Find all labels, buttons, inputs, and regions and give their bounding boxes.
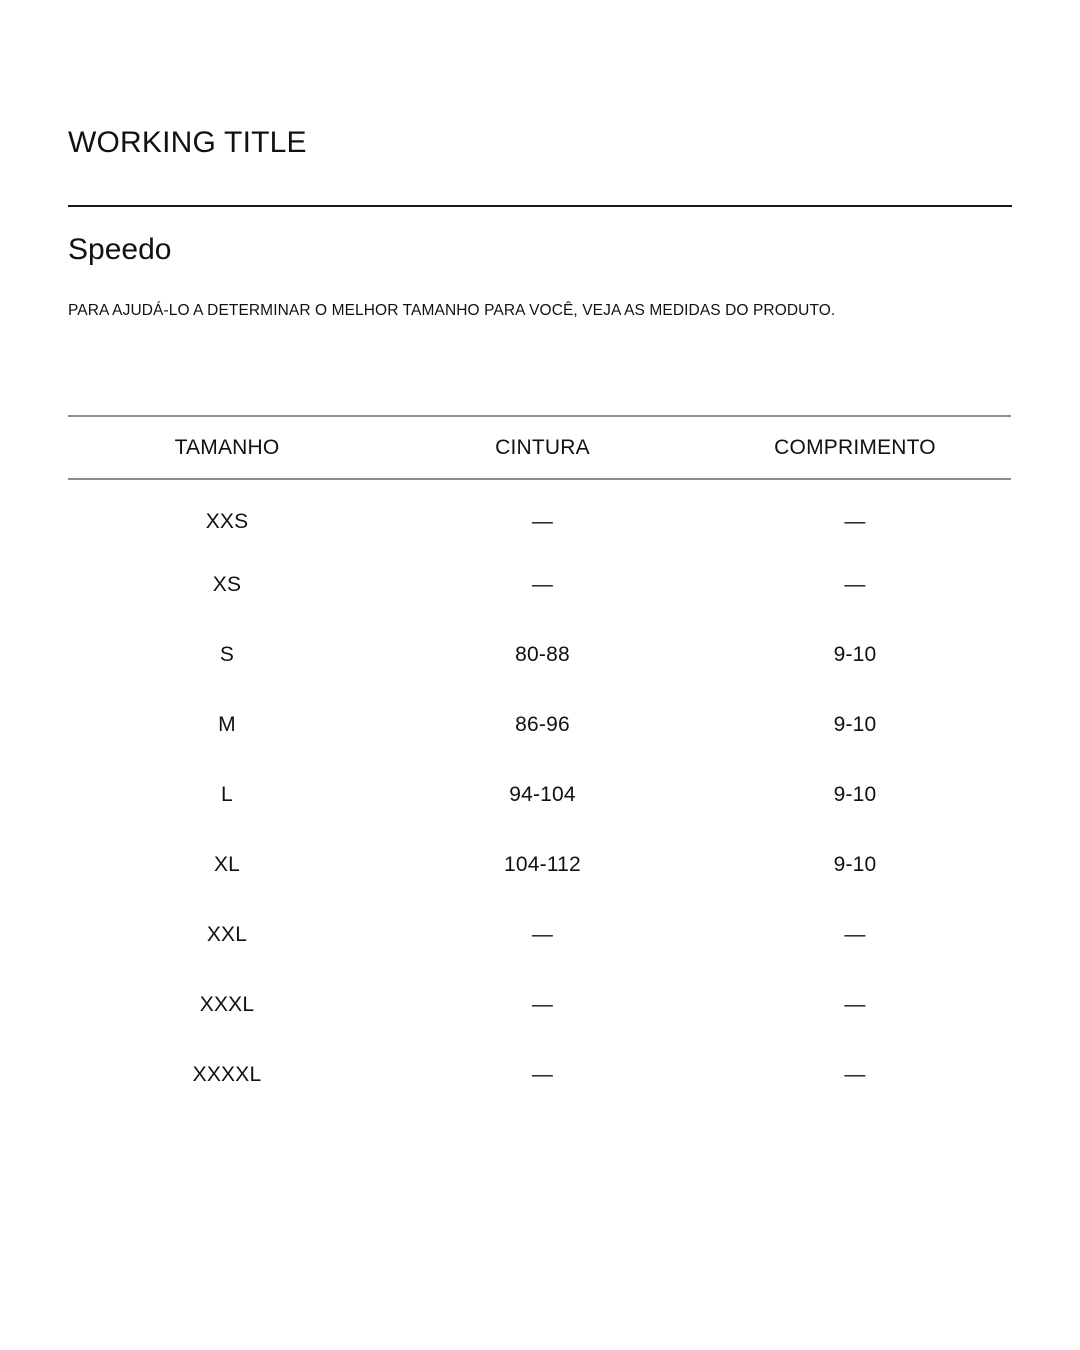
- cell-waist: 80-88: [515, 642, 570, 666]
- cell-waist: —: [531, 1062, 554, 1086]
- page-content: WORKING TITLE Speedo PARA AJUDÁ-LO A DET…: [68, 0, 1012, 1110]
- table-header-row: TAMANHO CINTURA COMPRIMENTO: [68, 415, 1011, 479]
- size-table: TAMANHO CINTURA COMPRIMENTO XXS — — XS —…: [68, 415, 1011, 1110]
- cell-waist: —: [531, 992, 554, 1016]
- size-table-container: TAMANHO CINTURA COMPRIMENTO XXS — — XS —…: [68, 321, 1012, 1110]
- intro-copy: PARA AJUDÁ-LO A DETERMINAR O MELHOR TAMA…: [68, 302, 836, 319]
- cell-size: M: [218, 712, 236, 736]
- cell-length: —: [844, 572, 866, 596]
- size-table-head: TAMANHO CINTURA COMPRIMENTO: [68, 415, 1011, 479]
- cell-waist: —: [531, 572, 554, 596]
- cell-length: 9-10: [833, 642, 877, 666]
- table-row: L 94-104 9-10: [68, 760, 1011, 830]
- cell-length: 9-10: [833, 782, 877, 806]
- size-table-body: XXS — — XS — — S 80-88 9-10: [68, 479, 1011, 1110]
- cell-size: XXXL: [199, 992, 255, 1016]
- cell-size: S: [219, 642, 235, 666]
- cell-waist: —: [531, 922, 554, 946]
- table-row: XS — —: [68, 550, 1011, 620]
- column-header-length: COMPRIMENTO: [774, 435, 936, 459]
- table-row: XXXXL — —: [68, 1040, 1011, 1110]
- cell-length: —: [844, 992, 866, 1016]
- table-row: XXS — —: [68, 479, 1011, 550]
- cell-waist: 104-112: [504, 852, 581, 876]
- cell-size: XXL: [206, 922, 248, 946]
- cell-length: —: [844, 1062, 866, 1086]
- brand-title: WORKING TITLE: [68, 126, 307, 159]
- cell-size: XXS: [205, 509, 249, 533]
- cell-waist: 86-96: [515, 712, 570, 736]
- cell-size: XL: [213, 852, 241, 876]
- table-row: XL 104-112 9-10: [68, 830, 1011, 900]
- table-row: XXXL — —: [68, 970, 1011, 1040]
- table-row: M 86-96 9-10: [68, 690, 1011, 760]
- table-row: S 80-88 9-10: [68, 620, 1011, 690]
- cell-length: 9-10: [833, 712, 877, 736]
- cell-waist: —: [531, 509, 554, 533]
- column-header-size: TAMANHO: [174, 435, 280, 459]
- cell-length: 9-10: [833, 852, 877, 876]
- cell-length: —: [844, 922, 866, 946]
- column-header-waist: CINTURA: [495, 435, 590, 459]
- cell-length: —: [844, 509, 866, 533]
- cell-size: XS: [212, 572, 242, 596]
- cell-size: XXXXL: [192, 1062, 262, 1086]
- cell-waist: 94-104: [509, 782, 576, 806]
- table-row: XXL — —: [68, 900, 1011, 970]
- header-divider: [68, 205, 1012, 207]
- product-name: Speedo: [68, 233, 172, 266]
- cell-size: L: [221, 782, 233, 806]
